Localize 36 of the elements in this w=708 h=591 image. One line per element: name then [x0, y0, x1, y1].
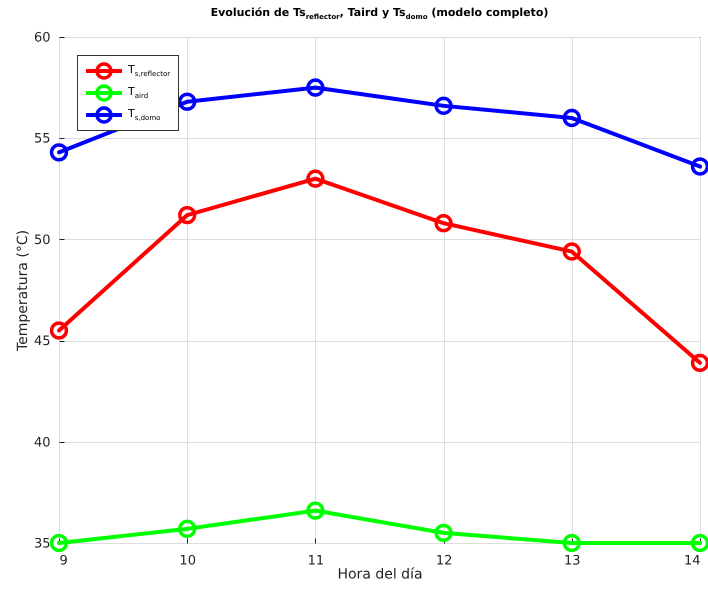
point	[178, 520, 196, 538]
legend-label: T$_{s,domo}$	[128, 107, 160, 123]
y-tick-label: 50	[34, 232, 50, 248]
point	[690, 157, 708, 176]
point	[50, 534, 68, 552]
x-tick-label: 10	[179, 554, 196, 568]
x-tick-label: 12	[436, 554, 452, 568]
y-tick-label: 60	[34, 30, 50, 46]
y-tick-label: 45	[34, 334, 50, 350]
point	[434, 214, 453, 232]
legend-label: T$_{aird}$	[128, 85, 148, 101]
x-axis-title: Hora del día	[337, 566, 423, 582]
legend-label: T$_{s,reflector}$	[128, 63, 170, 79]
y-tick-label: 35	[34, 536, 50, 552]
y-axis-title: Temperatura (°C)	[14, 230, 31, 352]
point	[434, 524, 453, 542]
point	[178, 92, 196, 111]
point	[434, 96, 453, 115]
x-tick-label: 11	[308, 554, 324, 568]
point	[562, 534, 581, 552]
y-tick-label: 55	[34, 132, 50, 147]
chart-title: Evolución de Ts$_{reflector}$, Taird y Ts$_{domo}$ (modelo completo)	[210, 6, 550, 22]
point	[562, 242, 581, 261]
y-tick-label: 40	[34, 435, 50, 450]
point	[50, 321, 68, 340]
point	[306, 501, 325, 520]
point	[690, 534, 708, 552]
point	[306, 170, 325, 188]
point	[50, 143, 68, 162]
point	[306, 78, 325, 97]
x-tick-label: 13	[564, 554, 581, 568]
x-tick-label: 9	[60, 554, 68, 568]
point	[562, 108, 581, 128]
x-tick-label: 14	[684, 554, 700, 568]
point	[690, 354, 708, 372]
point	[178, 206, 196, 224]
